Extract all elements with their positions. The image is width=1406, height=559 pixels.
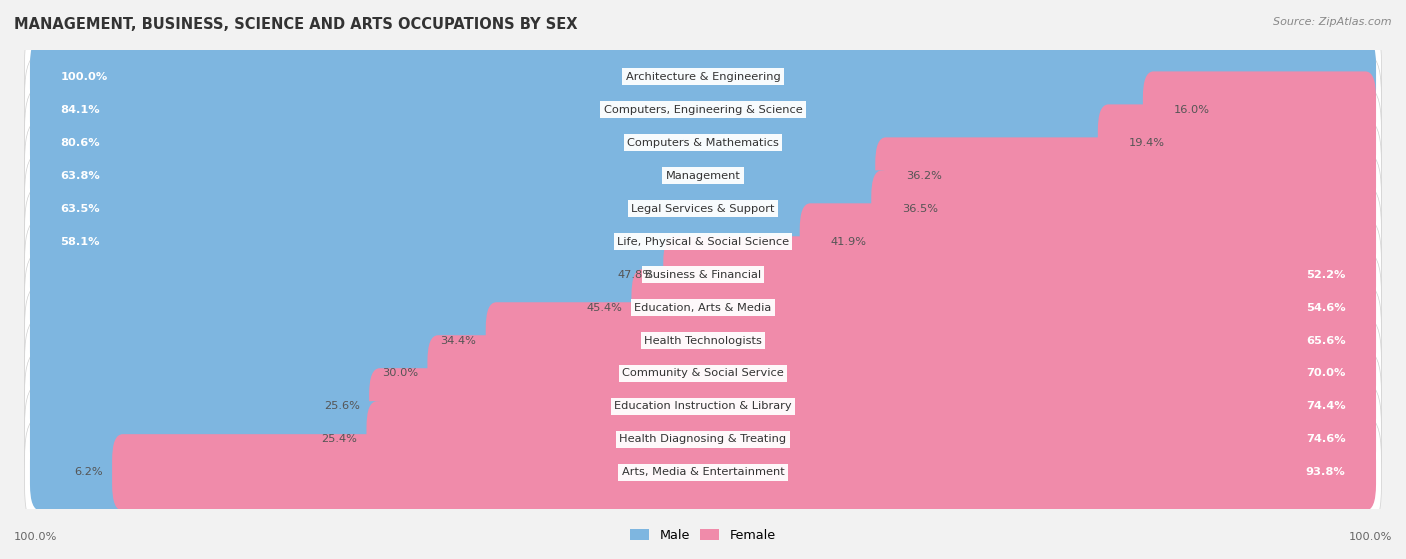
- FancyBboxPatch shape: [30, 39, 1376, 115]
- FancyBboxPatch shape: [367, 401, 1376, 478]
- FancyBboxPatch shape: [30, 269, 652, 346]
- Text: 30.0%: 30.0%: [382, 368, 418, 378]
- FancyBboxPatch shape: [30, 368, 391, 445]
- FancyBboxPatch shape: [30, 335, 449, 412]
- FancyBboxPatch shape: [30, 203, 821, 280]
- FancyBboxPatch shape: [30, 105, 1119, 181]
- Text: Health Technologists: Health Technologists: [644, 335, 762, 345]
- FancyBboxPatch shape: [25, 252, 1381, 363]
- FancyBboxPatch shape: [25, 153, 1381, 264]
- Text: 63.8%: 63.8%: [60, 170, 100, 181]
- FancyBboxPatch shape: [30, 170, 893, 247]
- Text: 6.2%: 6.2%: [75, 467, 103, 477]
- FancyBboxPatch shape: [872, 170, 1376, 247]
- Text: 84.1%: 84.1%: [60, 105, 100, 115]
- Text: 25.4%: 25.4%: [322, 434, 357, 444]
- Text: 16.0%: 16.0%: [1174, 105, 1209, 115]
- Text: 47.8%: 47.8%: [619, 269, 654, 280]
- Text: 19.4%: 19.4%: [1128, 138, 1164, 148]
- Text: 80.6%: 80.6%: [60, 138, 100, 148]
- Text: Education Instruction & Library: Education Instruction & Library: [614, 401, 792, 411]
- Text: 25.6%: 25.6%: [323, 401, 360, 411]
- Text: 65.6%: 65.6%: [1306, 335, 1346, 345]
- FancyBboxPatch shape: [25, 383, 1381, 495]
- Text: Health Diagnosing & Treating: Health Diagnosing & Treating: [620, 434, 786, 444]
- Text: Business & Financial: Business & Financial: [645, 269, 761, 280]
- FancyBboxPatch shape: [631, 269, 1376, 346]
- FancyBboxPatch shape: [25, 318, 1381, 429]
- Text: 52.2%: 52.2%: [1306, 269, 1346, 280]
- Text: 70.0%: 70.0%: [1306, 368, 1346, 378]
- FancyBboxPatch shape: [25, 54, 1381, 165]
- FancyBboxPatch shape: [25, 87, 1381, 198]
- Text: 36.2%: 36.2%: [905, 170, 942, 181]
- Text: 45.4%: 45.4%: [586, 302, 623, 312]
- Text: 100.0%: 100.0%: [14, 532, 58, 542]
- FancyBboxPatch shape: [25, 350, 1381, 462]
- FancyBboxPatch shape: [30, 236, 685, 313]
- FancyBboxPatch shape: [1098, 105, 1376, 181]
- Text: 63.5%: 63.5%: [60, 203, 100, 214]
- FancyBboxPatch shape: [112, 434, 1376, 511]
- Text: 100.0%: 100.0%: [60, 72, 108, 82]
- FancyBboxPatch shape: [25, 416, 1381, 528]
- FancyBboxPatch shape: [30, 138, 897, 214]
- FancyBboxPatch shape: [25, 120, 1381, 231]
- Legend: Male, Female: Male, Female: [626, 524, 780, 547]
- FancyBboxPatch shape: [25, 285, 1381, 396]
- FancyBboxPatch shape: [25, 219, 1381, 330]
- Text: 100.0%: 100.0%: [1348, 532, 1392, 542]
- FancyBboxPatch shape: [876, 138, 1376, 214]
- Text: Community & Social Service: Community & Social Service: [621, 368, 785, 378]
- FancyBboxPatch shape: [370, 368, 1376, 445]
- Text: Source: ZipAtlas.com: Source: ZipAtlas.com: [1274, 17, 1392, 27]
- Text: Life, Physical & Social Science: Life, Physical & Social Science: [617, 236, 789, 247]
- FancyBboxPatch shape: [30, 434, 134, 511]
- Text: 36.5%: 36.5%: [901, 203, 938, 214]
- Text: 34.4%: 34.4%: [440, 335, 477, 345]
- FancyBboxPatch shape: [25, 186, 1381, 297]
- FancyBboxPatch shape: [30, 401, 388, 478]
- FancyBboxPatch shape: [30, 72, 1166, 148]
- FancyBboxPatch shape: [800, 203, 1376, 280]
- Text: 54.6%: 54.6%: [1306, 302, 1346, 312]
- Text: Computers, Engineering & Science: Computers, Engineering & Science: [603, 105, 803, 115]
- Text: Arts, Media & Entertainment: Arts, Media & Entertainment: [621, 467, 785, 477]
- FancyBboxPatch shape: [30, 302, 508, 379]
- FancyBboxPatch shape: [1143, 72, 1376, 148]
- Text: Education, Arts & Media: Education, Arts & Media: [634, 302, 772, 312]
- Text: Management: Management: [665, 170, 741, 181]
- FancyBboxPatch shape: [25, 21, 1381, 132]
- FancyBboxPatch shape: [427, 335, 1376, 412]
- Text: 74.6%: 74.6%: [1306, 434, 1346, 444]
- Text: Computers & Mathematics: Computers & Mathematics: [627, 138, 779, 148]
- Text: Legal Services & Support: Legal Services & Support: [631, 203, 775, 214]
- Text: 41.9%: 41.9%: [830, 236, 866, 247]
- Text: 93.8%: 93.8%: [1306, 467, 1346, 477]
- Text: Architecture & Engineering: Architecture & Engineering: [626, 72, 780, 82]
- FancyBboxPatch shape: [485, 302, 1376, 379]
- Text: 58.1%: 58.1%: [60, 236, 100, 247]
- Text: MANAGEMENT, BUSINESS, SCIENCE AND ARTS OCCUPATIONS BY SEX: MANAGEMENT, BUSINESS, SCIENCE AND ARTS O…: [14, 17, 578, 32]
- Text: 74.4%: 74.4%: [1306, 401, 1346, 411]
- FancyBboxPatch shape: [664, 236, 1376, 313]
